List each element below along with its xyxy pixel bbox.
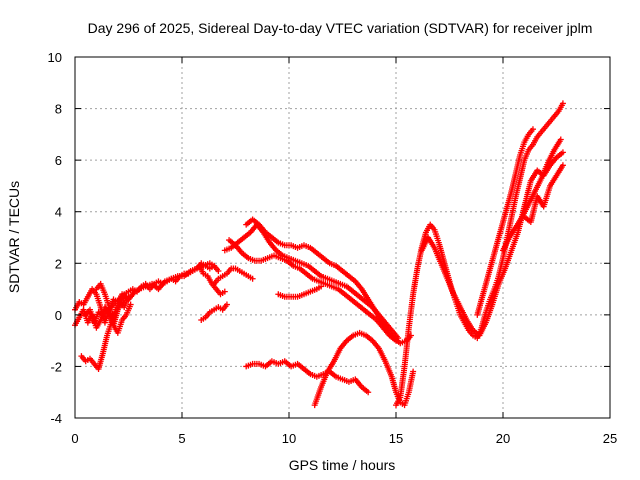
series-arc-12: [275, 283, 325, 300]
y-tick-label: 2: [55, 256, 62, 271]
series-arc-9: [221, 221, 402, 342]
data-point-marker: [127, 301, 134, 308]
y-tick-label: 6: [55, 153, 62, 168]
y-tick-label: 0: [55, 308, 62, 323]
data-point-marker: [221, 288, 228, 295]
plot-frame: [74, 56, 611, 419]
y-tick-label: 8: [55, 102, 62, 117]
x-tick-label: 10: [282, 431, 296, 446]
chart-title: Day 296 of 2025, Sidereal Day-to-day VTE…: [88, 20, 593, 36]
series-arc-19: [521, 162, 566, 226]
data-point-marker: [249, 275, 256, 282]
x-tick-label: 0: [71, 431, 78, 446]
series-arc-7: [198, 301, 230, 324]
series-arc-13: [243, 358, 372, 396]
data-point-marker: [215, 268, 222, 275]
data-point-marker: [559, 149, 566, 156]
series-arc-5: [93, 280, 134, 336]
series-arc-17: [474, 126, 536, 318]
y-tick-label: -4: [50, 411, 62, 426]
tick-layer: 0 5 10 15 20 25 -4 -2 0 2 4 6 8 10: [48, 50, 618, 446]
data-point-marker: [559, 162, 566, 169]
data-point-marker: [125, 293, 132, 300]
series-arc-4: [82, 260, 222, 326]
data-point-marker: [365, 389, 372, 396]
series-layer: [72, 100, 566, 409]
y-tick-label: 4: [55, 205, 62, 220]
series-arc-14: [311, 329, 417, 409]
x-tick-label: 15: [389, 431, 403, 446]
data-point-marker: [318, 283, 325, 290]
series-arc-18: [500, 136, 564, 254]
x-axis-label: GPS time / hours: [289, 457, 396, 473]
x-tick-label: 20: [496, 431, 510, 446]
series-arc-8: [211, 265, 256, 287]
series-arc-15: [393, 100, 566, 409]
data-point-marker: [529, 126, 536, 133]
x-tick-label: 5: [178, 431, 185, 446]
series-arc-6: [196, 262, 228, 298]
y-tick-label: 10: [48, 50, 62, 65]
y-tick-label: -2: [50, 359, 62, 374]
grid-layer: [75, 57, 610, 418]
data-point-marker: [559, 100, 566, 107]
data-point-marker: [557, 136, 564, 143]
y-axis-label: SDTVAR / TECUs: [6, 181, 22, 293]
data-point-marker: [410, 368, 417, 375]
data-point-marker: [223, 301, 230, 308]
x-tick-label: 25: [603, 431, 617, 446]
